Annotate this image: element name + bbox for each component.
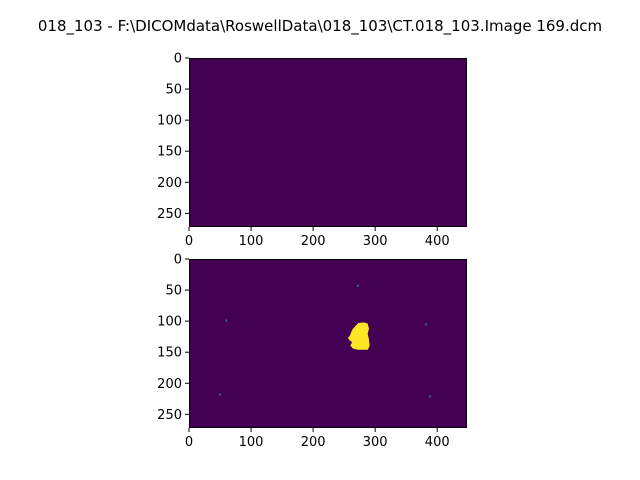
heatmap-image [189,58,467,227]
mask-speck [225,319,227,322]
x-tick-label: 200 [301,234,326,249]
x-tick-label: 0 [185,435,193,450]
x-tick-label: 0 [185,234,193,249]
y-tick-label: 100 [157,315,182,330]
y-tick-label: 150 [157,145,182,160]
y-tick-label: 0 [174,253,182,268]
subplot-2: 0 100 200 300 400 0 50 100 150 200 250 [157,253,467,450]
subplot-1: 0 100 200 300 400 0 50 100 150 200 250 [157,52,467,249]
x-tick-label: 100 [239,234,264,249]
y-tick-label: 50 [165,83,182,98]
y-tick-label: 50 [165,284,182,299]
y-tick-label: 100 [157,114,182,129]
heatmap-image [189,259,467,428]
x-tick-label: 100 [239,435,264,450]
mask-speck [219,393,221,396]
figure-title: 018_103 - F:\DICOMdata\RoswellData\018_1… [37,17,603,35]
axes-frame [189,58,467,227]
mask-region [347,322,370,350]
x-tick-label: 300 [363,234,388,249]
x-tick-label: 400 [425,234,450,249]
mask-speck [357,284,359,287]
y-tick-label: 0 [174,52,182,67]
y-tick-label: 200 [157,377,182,392]
x-tick-label: 300 [363,435,388,450]
x-tick-label: 400 [425,435,450,450]
x-tick-label: 200 [301,435,326,450]
y-tick-label: 250 [157,207,182,222]
mask-speck [425,323,427,326]
y-tick-label: 150 [157,346,182,361]
y-tick-label: 200 [157,176,182,191]
mask-speck [429,395,431,398]
y-tick-label: 250 [157,408,182,423]
axes-frame [189,259,467,428]
